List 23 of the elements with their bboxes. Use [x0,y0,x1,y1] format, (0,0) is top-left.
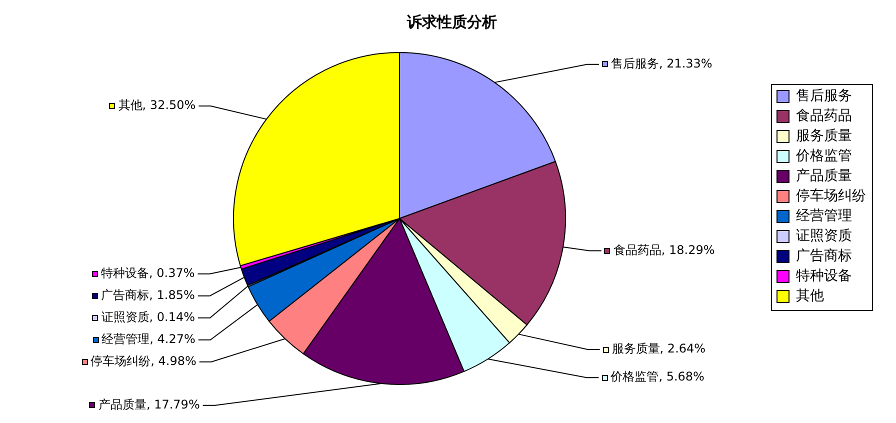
data-label: 经营管理, 4.27% [102,332,196,346]
legend-label: 经营管理 [796,208,852,224]
data-label: 价格监管, 5.68% [610,370,704,384]
legend-label: 广告商标 [796,248,852,264]
data-label: 食品药品, 18.29% [613,242,715,257]
data-label: 其他, 32.50% [118,98,196,112]
data-label: 服务质量, 2.64% [612,342,706,356]
data-label: 售后服务, 21.33% [610,56,712,71]
legend-label: 售后服务 [796,88,852,104]
data-label: 停车场纠纷, 4.98% [90,354,196,368]
legend-label: 服务质量 [796,128,852,144]
chart-title: 诉求性质分析 [406,12,497,31]
legend-label: 特种设备 [796,268,852,284]
legend-label: 产品质量 [796,168,852,184]
data-label: 广告商标, 1.85% [101,288,195,302]
legend-label: 证照资质 [796,228,852,244]
data-label: 特种设备, 0.37% [101,266,195,280]
legend-label: 停车场纠纷 [796,188,866,204]
legend-label: 价格监管 [795,148,852,164]
data-label: 证照资质, 0.14% [101,310,196,324]
data-label: 产品质量, 17.79% [98,398,200,412]
legend-label: 食品药品 [796,108,852,124]
legend-label: 其他 [796,288,824,304]
